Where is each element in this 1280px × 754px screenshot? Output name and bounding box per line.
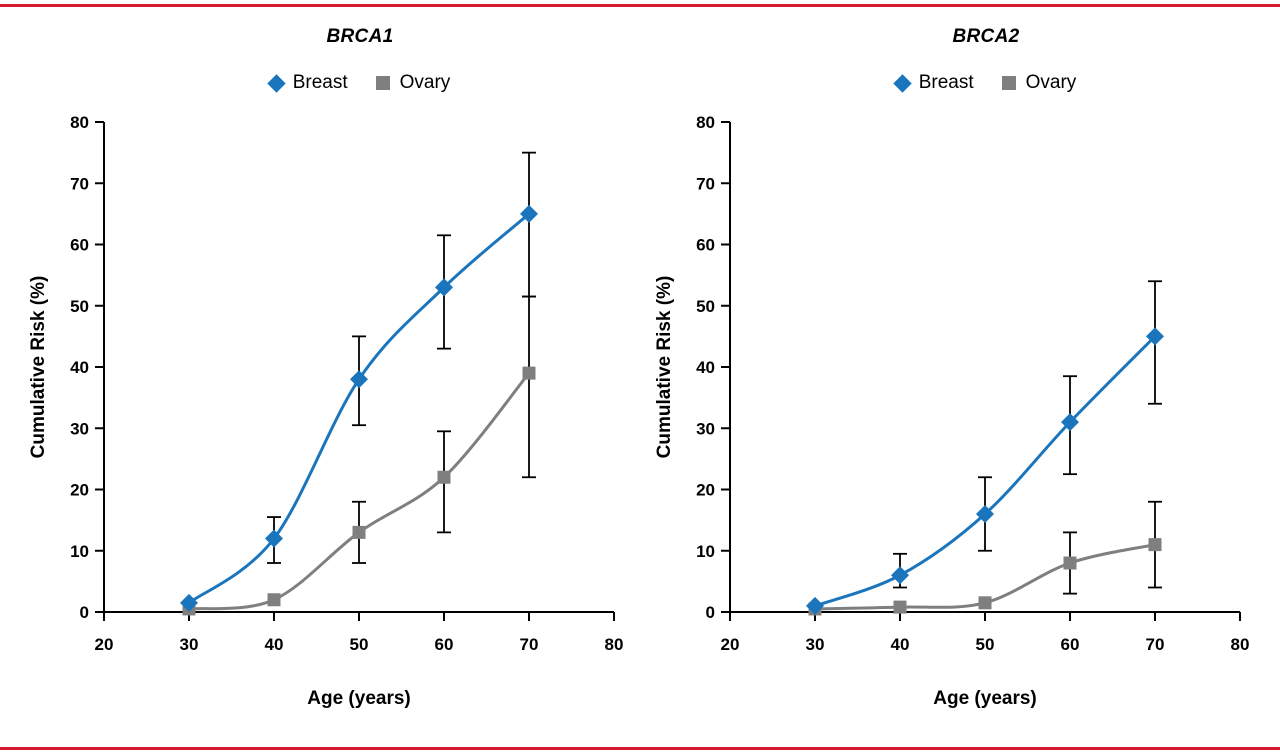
series-breast [180, 151, 538, 612]
legend-label-ovary: Ovary [399, 72, 451, 93]
svg-text:50: 50 [976, 635, 995, 654]
svg-text:80: 80 [1231, 635, 1250, 654]
svg-text:60: 60 [435, 635, 454, 654]
charts-row: BRCA1 Breast Ovary 0 10 20 30 40 50 60 70 80 20 30… [26, 26, 1264, 726]
svg-text:30: 30 [696, 419, 715, 438]
svg-text:0: 0 [80, 603, 89, 622]
svg-text:40: 40 [265, 635, 284, 654]
svg-text:70: 70 [1146, 635, 1165, 654]
svg-text:20: 20 [721, 635, 740, 654]
legend-item-breast: Breast [892, 72, 974, 94]
svg-text:10: 10 [696, 542, 715, 561]
legend-brca1: Breast Ovary [26, 72, 638, 94]
chart-title-brca2: BRCA2 [952, 26, 1020, 47]
svg-text:50: 50 [350, 635, 369, 654]
legend-brca2: Breast Ovary [652, 72, 1264, 94]
legend-label-breast: Breast [292, 72, 348, 93]
series-breast [806, 280, 1164, 615]
svg-text:50: 50 [696, 297, 715, 316]
svg-text:40: 40 [891, 635, 910, 654]
svg-text:Cumulative Risk (%): Cumulative Risk (%) [654, 276, 675, 459]
legend-label-ovary: Ovary [1025, 72, 1077, 93]
svg-text:30: 30 [806, 635, 825, 654]
svg-text:0: 0 [706, 603, 715, 622]
legend-item-breast: Breast [266, 72, 348, 94]
top-rule [0, 4, 1280, 7]
legend-label-breast: Breast [918, 72, 974, 93]
ovary-square-icon [1001, 76, 1016, 90]
svg-text:Age (years): Age (years) [307, 688, 411, 709]
breast-diamond-icon [266, 73, 286, 93]
svg-text:70: 70 [696, 174, 715, 193]
svg-text:20: 20 [696, 481, 715, 500]
svg-text:60: 60 [696, 236, 715, 255]
svg-text:20: 20 [70, 481, 89, 500]
brca2-chart: 0 10 20 30 40 50 60 70 80 20 30 40 50 60 70 80 Age (year… [654, 113, 1250, 709]
svg-text:80: 80 [696, 113, 715, 132]
svg-text:70: 70 [520, 635, 539, 654]
legend-item-ovary: Ovary [1001, 72, 1077, 94]
svg-text:40: 40 [696, 358, 715, 377]
brca1-panel: BRCA1 Breast Ovary 0 10 20 30 40 50 60 70 80 20 30… [26, 26, 638, 726]
brca2-panel: BRCA2 Breast Ovary 0 10 20 30 40 50 60 70 80 20 30… [652, 26, 1264, 726]
svg-text:20: 20 [95, 635, 114, 654]
axes [95, 121, 615, 621]
svg-text:70: 70 [70, 174, 89, 193]
legend-item-ovary: Ovary [375, 72, 451, 94]
svg-text:60: 60 [1061, 635, 1080, 654]
svg-text:80: 80 [605, 635, 624, 654]
svg-text:30: 30 [70, 419, 89, 438]
ovary-square-icon [375, 76, 390, 90]
svg-text:10: 10 [70, 542, 89, 561]
svg-text:40: 40 [70, 358, 89, 377]
svg-text:50: 50 [70, 297, 89, 316]
svg-text:Cumulative Risk (%): Cumulative Risk (%) [28, 276, 49, 459]
brca1-chart: 0 10 20 30 40 50 60 70 80 20 30 40 50 60 70 80 Age (year… [28, 113, 624, 709]
svg-text:30: 30 [180, 635, 199, 654]
svg-text:60: 60 [70, 236, 89, 255]
svg-text:80: 80 [70, 113, 89, 132]
bottom-rule [0, 747, 1280, 750]
chart-title-brca1: BRCA1 [326, 26, 394, 47]
breast-diamond-icon [892, 73, 912, 93]
axes [721, 121, 1241, 621]
svg-text:Age (years): Age (years) [933, 688, 1037, 709]
